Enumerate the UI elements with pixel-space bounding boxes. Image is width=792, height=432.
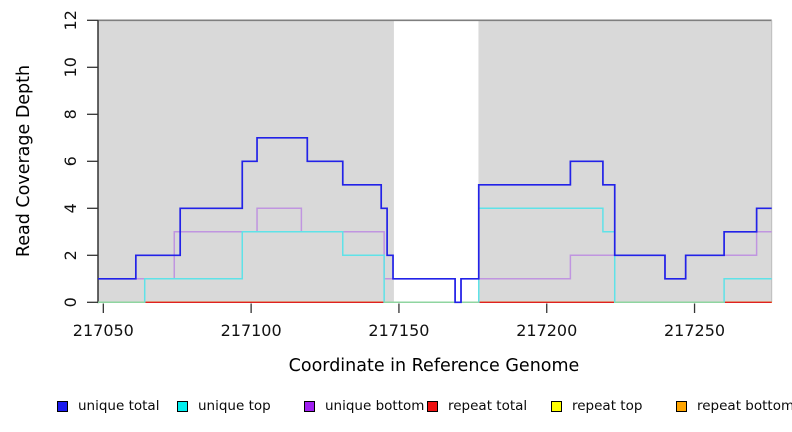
x-tick-label: 217150 — [368, 321, 429, 340]
x-tick-label: 217200 — [516, 321, 577, 340]
y-tick-label: 4 — [61, 203, 80, 213]
plot-borders — [98, 19, 773, 303]
y-tick-label: 10 — [61, 57, 80, 77]
unique-region-band — [478, 20, 772, 303]
y-tick-label: 2 — [61, 250, 80, 260]
background-bands — [98, 20, 772, 303]
series-lines — [98, 136, 772, 304]
x-tick-label: 217050 — [73, 321, 134, 340]
x-tick-label: 217250 — [664, 321, 725, 340]
y-axis: 0 2 4 6 8 10 12 — [61, 10, 99, 307]
y-tick-label: 6 — [61, 156, 80, 166]
x-axis: 217050 217100 217150 217200 217250 — [73, 303, 725, 340]
y-axis-title: Read Coverage Depth — [14, 65, 34, 257]
y-tick-label: 0 — [61, 297, 80, 307]
y-tick-label: 8 — [61, 109, 80, 119]
x-axis-title: Coordinate in Reference Genome — [289, 356, 580, 376]
series-unique-total — [98, 136, 772, 304]
x-tick-label: 217100 — [221, 321, 282, 340]
y-tick-label: 12 — [61, 10, 80, 30]
